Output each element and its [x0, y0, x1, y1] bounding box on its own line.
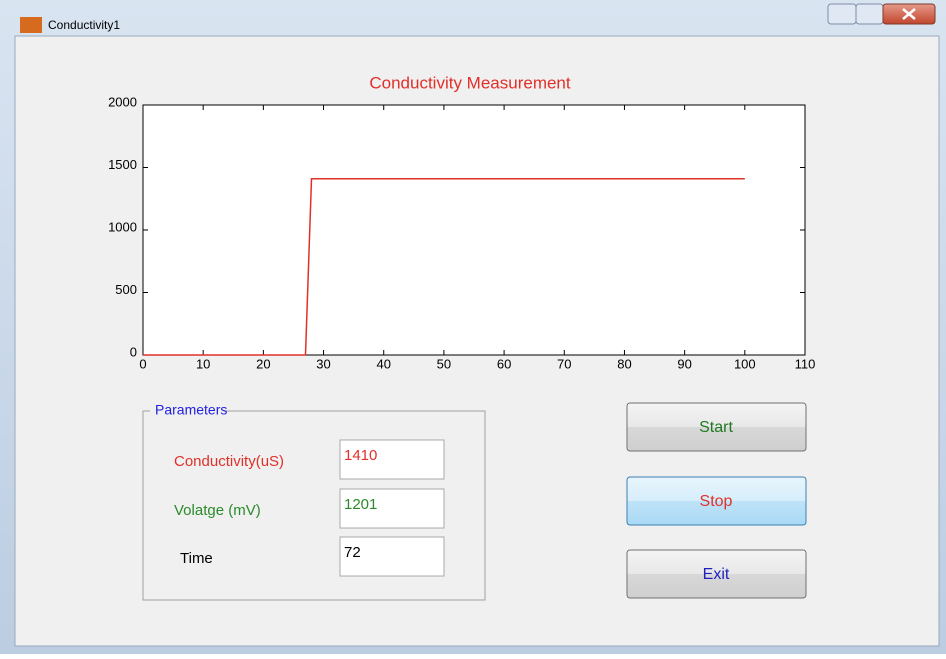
minimize-button[interactable] [827, 3, 857, 25]
panel-border [142, 410, 486, 601]
x-tick-label: 60 [497, 356, 511, 371]
chart-title: Conductivity Measurement [369, 73, 571, 92]
x-tick-label: 110 [795, 356, 816, 371]
button-label: Exit [703, 566, 730, 583]
field-value: 1201 [344, 496, 377, 513]
maximize-button[interactable] [855, 3, 884, 25]
x-tick-label: 100 [734, 356, 756, 371]
x-tick-label: 90 [677, 356, 691, 371]
text-box[interactable] [339, 488, 445, 529]
button-label: Stop [700, 493, 733, 510]
y-tick-label: 500 [115, 282, 137, 297]
x-tick-label: 20 [256, 356, 270, 371]
text-box[interactable] [339, 439, 445, 480]
field-label: Volatge (mV) [174, 502, 261, 519]
x-tick-label: 50 [437, 356, 451, 371]
plot-area [142, 104, 806, 356]
button[interactable] [626, 549, 807, 599]
y-tick-label: 1500 [108, 157, 137, 172]
close-icon [902, 8, 916, 20]
x-tick-label: 0 [139, 356, 146, 371]
app-icon [20, 17, 42, 33]
y-tick-label: 0 [130, 344, 137, 359]
x-tick-label: 30 [316, 356, 330, 371]
x-tick-label: 40 [376, 356, 390, 371]
x-tick-label: 80 [617, 356, 631, 371]
parameters-panel: Parameters [142, 402, 486, 601]
field-label: Time [180, 550, 213, 567]
panel-title: Parameters [155, 402, 227, 418]
chart: Conductivity Measurement [142, 73, 806, 356]
button-label: Start [699, 419, 733, 436]
field-label: Conductivity(uS) [174, 453, 284, 470]
button[interactable] [626, 476, 807, 526]
window-title: Conductivity1 [48, 18, 120, 32]
field-value: 1410 [344, 447, 377, 464]
y-tick-label: 1000 [108, 219, 137, 234]
field-value: 72 [344, 544, 361, 561]
x-tick-label: 10 [196, 356, 210, 371]
x-tick-label: 70 [557, 356, 571, 371]
data-line [143, 178, 745, 356]
text-box[interactable] [339, 536, 445, 577]
y-tick-label: 2000 [108, 94, 137, 109]
button[interactable] [626, 402, 807, 452]
